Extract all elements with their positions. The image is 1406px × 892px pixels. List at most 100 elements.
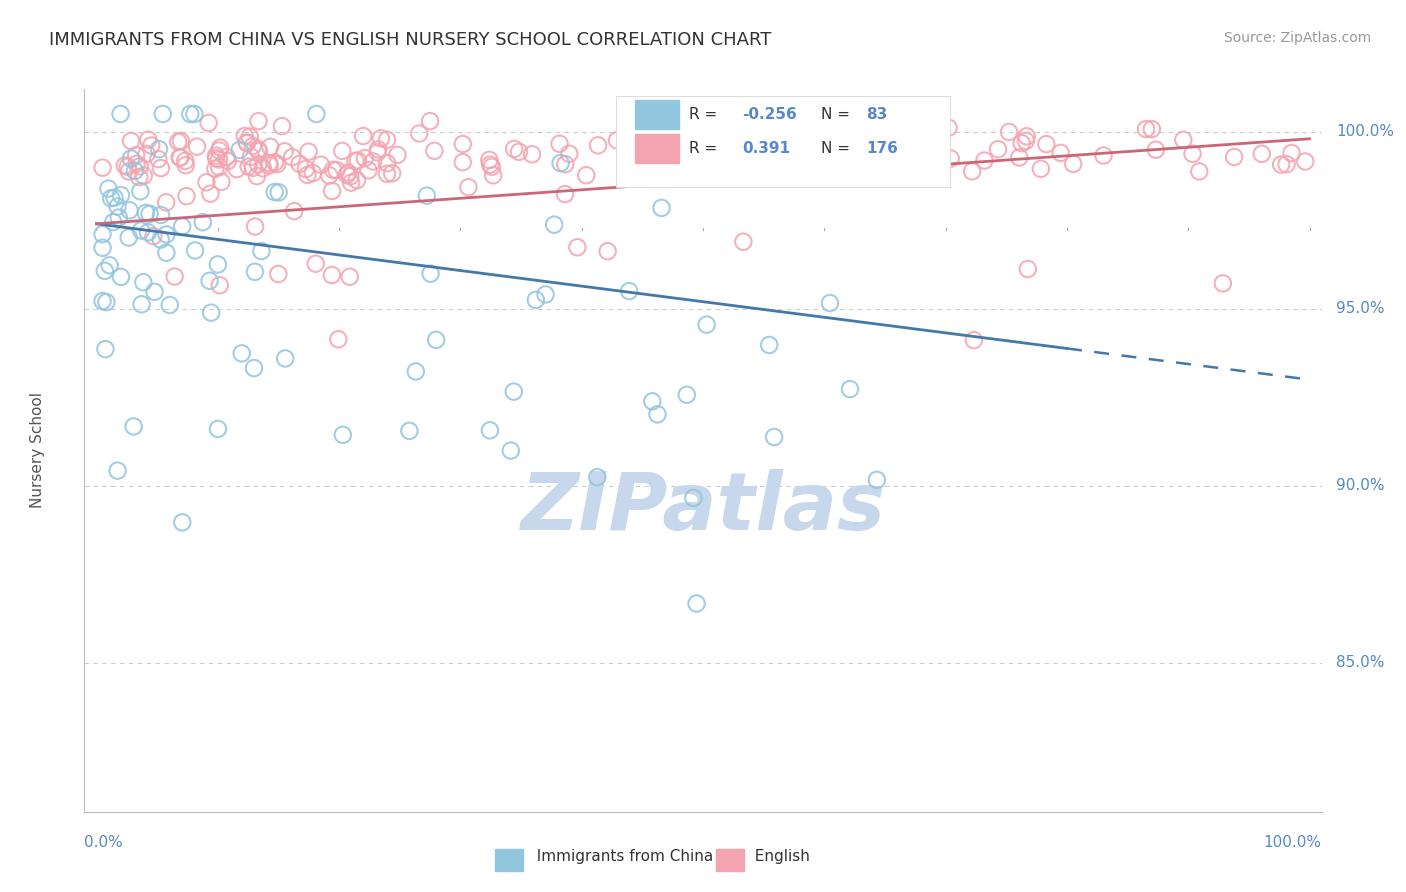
Point — [243, 361, 266, 376]
Point — [1017, 262, 1039, 277]
Point — [548, 136, 571, 151]
Point — [419, 114, 441, 128]
Point — [305, 107, 328, 121]
Point — [149, 233, 172, 247]
Point — [267, 267, 290, 281]
Point — [457, 180, 479, 194]
Point — [309, 158, 332, 172]
Point — [550, 156, 572, 170]
Point — [155, 195, 177, 210]
Point — [259, 140, 281, 154]
Point — [733, 235, 755, 249]
Point — [184, 244, 207, 258]
Point — [704, 140, 727, 154]
Point — [1049, 145, 1071, 160]
Point — [122, 419, 145, 434]
Point — [762, 136, 785, 151]
Text: 83: 83 — [866, 107, 887, 122]
Point — [97, 181, 120, 195]
Point — [103, 215, 125, 229]
Point — [148, 152, 170, 166]
Point — [524, 293, 547, 307]
Point — [155, 245, 177, 260]
Point — [856, 126, 879, 140]
Point — [132, 275, 155, 289]
Point — [479, 158, 502, 172]
Point — [375, 133, 398, 147]
Text: ZIPatlas: ZIPatlas — [520, 469, 886, 548]
Point — [856, 156, 879, 170]
Text: N =: N = — [821, 107, 855, 122]
Point — [735, 151, 758, 165]
Point — [381, 166, 404, 180]
Point — [502, 384, 524, 399]
Point — [135, 206, 157, 220]
Point — [305, 257, 328, 271]
Point — [780, 153, 803, 167]
Point — [586, 470, 609, 484]
Point — [208, 278, 231, 293]
Point — [246, 169, 269, 183]
Point — [696, 318, 718, 332]
Point — [274, 351, 297, 366]
Point — [575, 168, 598, 182]
Point — [208, 160, 231, 174]
Point — [1035, 137, 1057, 152]
Point — [321, 184, 343, 198]
Point — [259, 158, 281, 172]
Point — [973, 153, 995, 168]
Point — [176, 189, 198, 203]
Point — [91, 227, 114, 242]
Point — [828, 171, 851, 186]
Point — [357, 163, 380, 178]
Point — [340, 176, 363, 190]
Point — [451, 155, 474, 169]
Point — [818, 296, 841, 310]
Text: 176: 176 — [866, 141, 898, 156]
Point — [1294, 154, 1316, 169]
Point — [191, 215, 214, 229]
Point — [143, 285, 166, 299]
Point — [225, 162, 247, 177]
Point — [267, 186, 290, 200]
Point — [478, 423, 501, 437]
Point — [207, 257, 229, 271]
Point — [336, 168, 359, 182]
Point — [339, 269, 361, 284]
Point — [408, 127, 430, 141]
Point — [318, 169, 340, 183]
Point — [208, 144, 231, 158]
Point — [451, 136, 474, 151]
Point — [200, 306, 222, 320]
Point — [239, 150, 262, 164]
Point — [761, 159, 783, 173]
Point — [405, 364, 427, 378]
Point — [387, 148, 409, 162]
Point — [938, 120, 960, 135]
Point — [295, 161, 318, 176]
Point — [352, 129, 374, 144]
Text: 95.0%: 95.0% — [1337, 301, 1385, 317]
Point — [263, 185, 285, 199]
Point — [197, 116, 219, 130]
Point — [354, 151, 377, 165]
Point — [344, 153, 367, 168]
Point — [508, 145, 530, 159]
Point — [152, 107, 174, 121]
Point — [302, 166, 325, 180]
Point — [367, 142, 389, 156]
Point — [939, 152, 962, 166]
Point — [274, 145, 297, 159]
Point — [1173, 133, 1195, 147]
Point — [117, 160, 139, 174]
Point — [960, 164, 983, 178]
Point — [346, 173, 368, 187]
Point — [1015, 129, 1038, 144]
Point — [243, 265, 266, 279]
Point — [322, 162, 344, 177]
Point — [204, 161, 226, 176]
Point — [416, 188, 439, 202]
Point — [586, 138, 609, 153]
Point — [110, 107, 132, 121]
Point — [167, 135, 190, 149]
